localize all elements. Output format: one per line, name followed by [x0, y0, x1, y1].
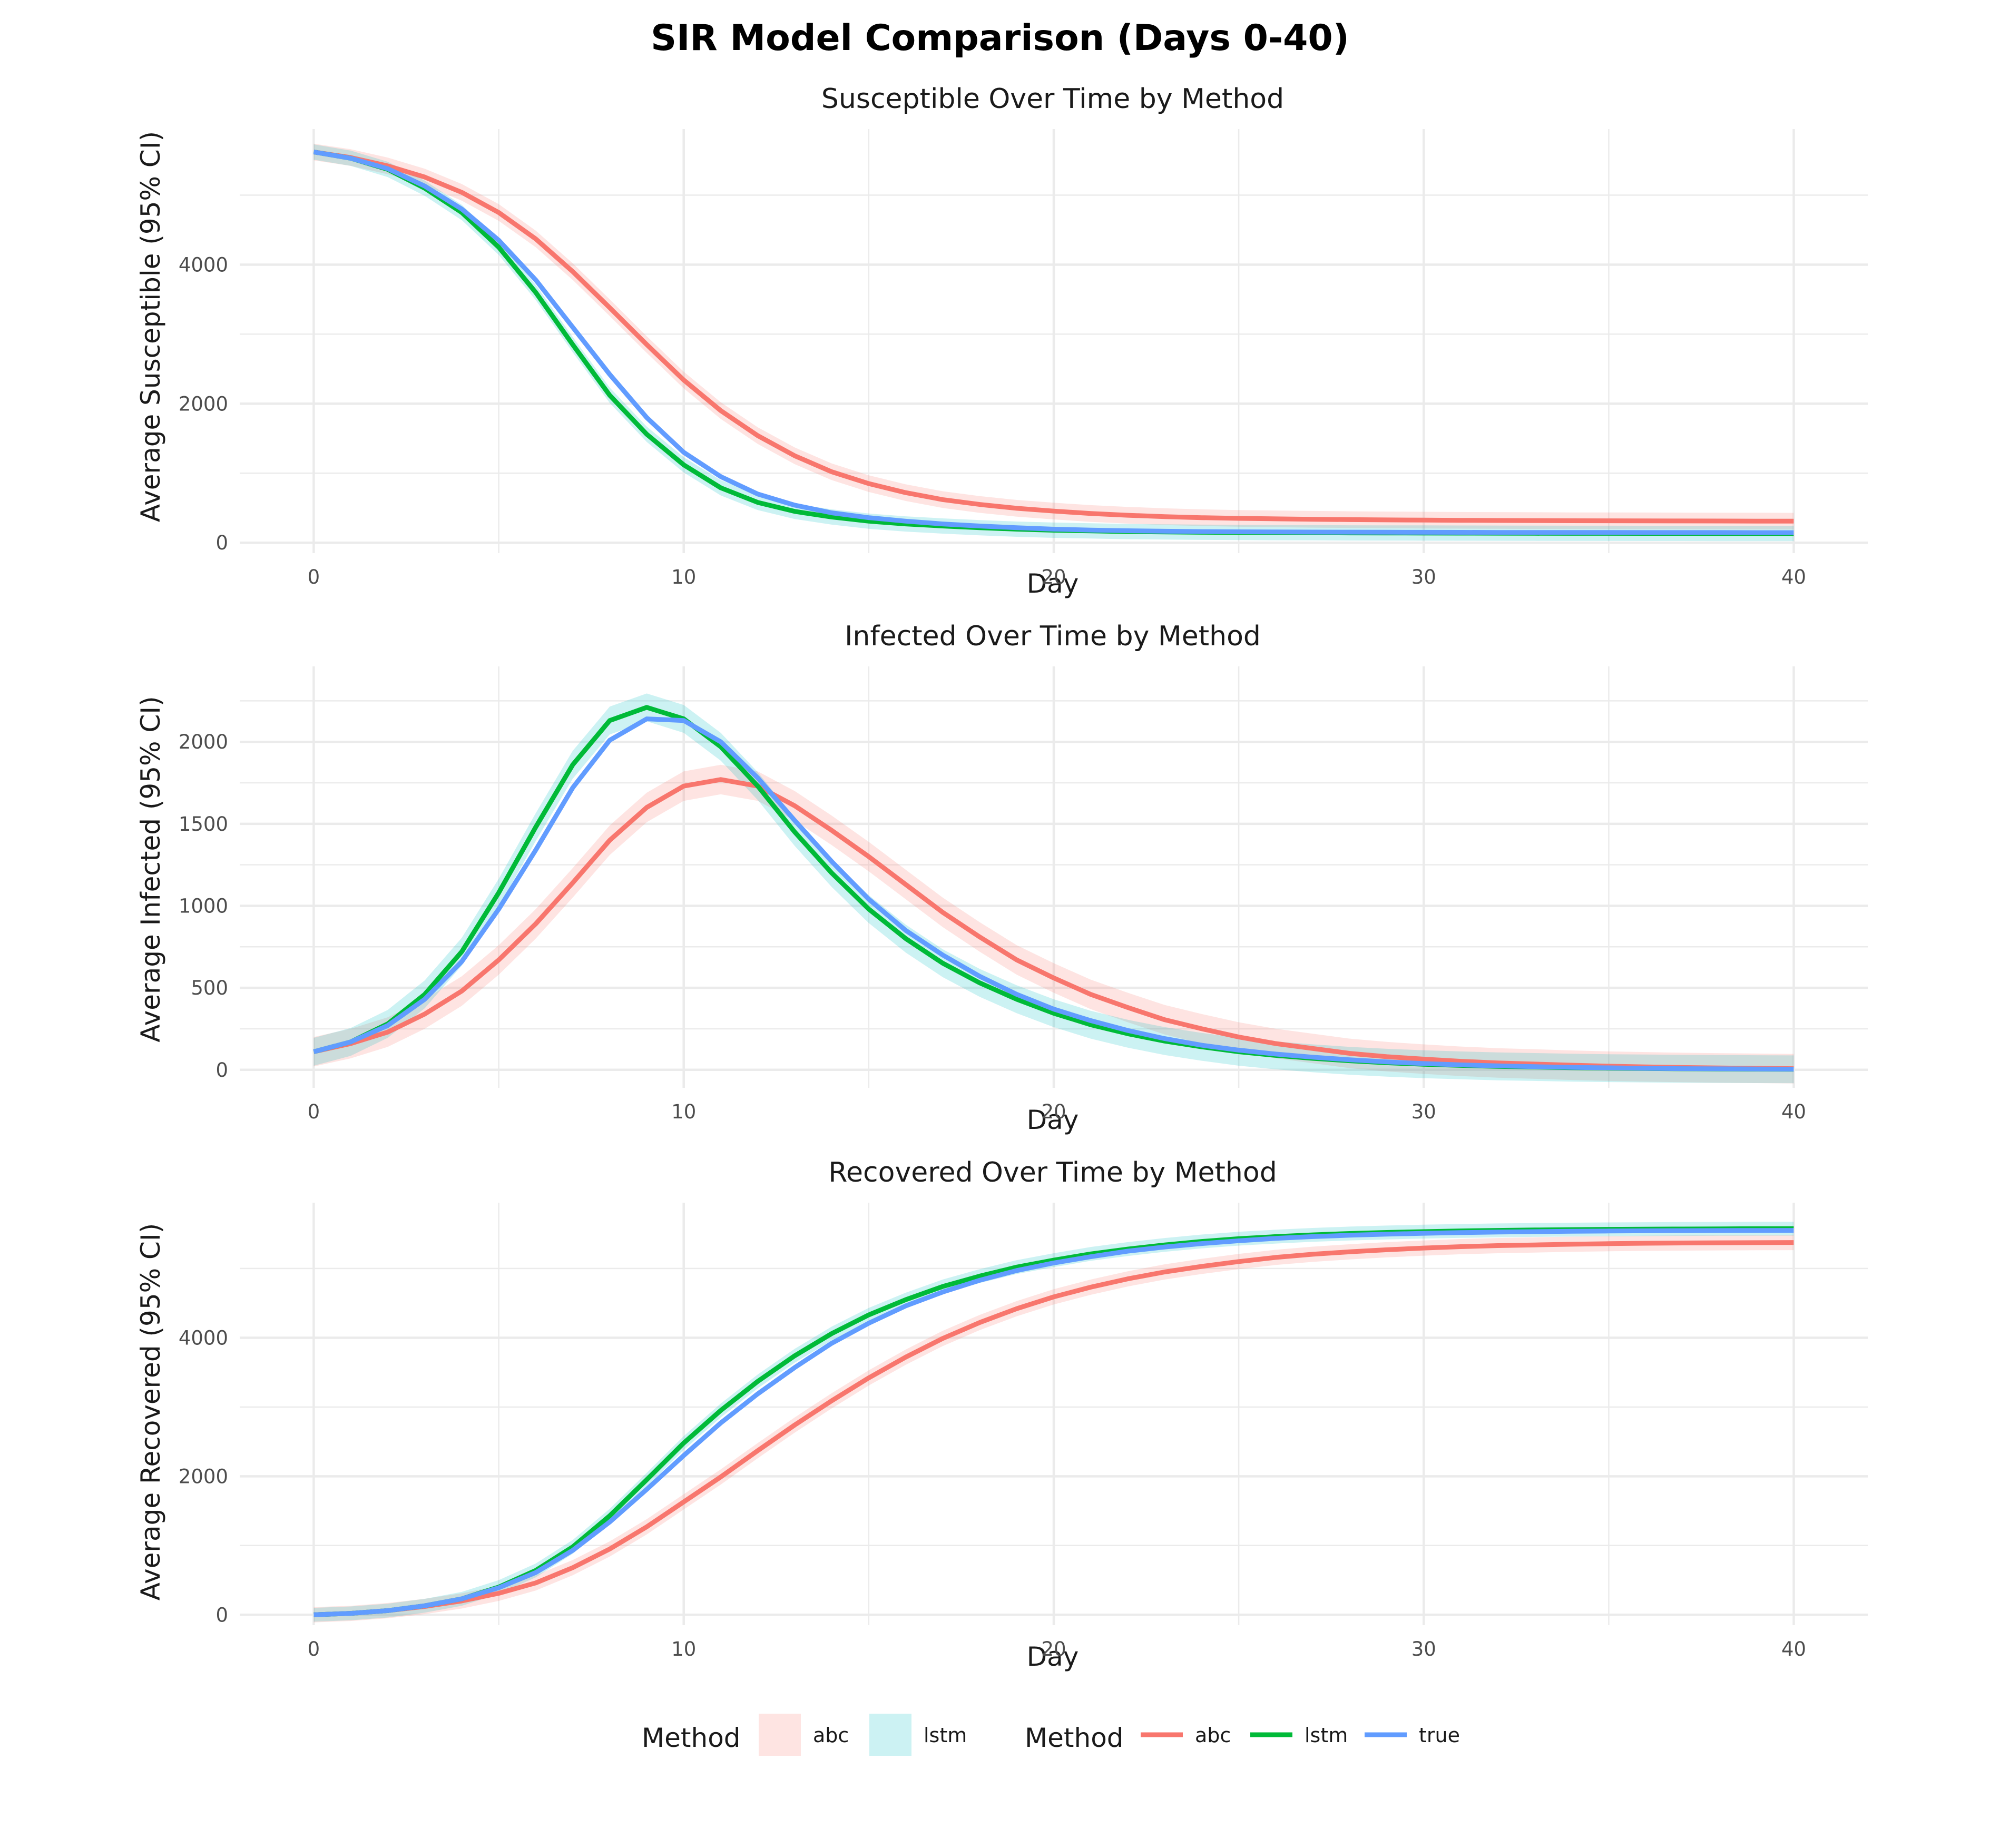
- susceptible-x-tick-label: 10: [671, 566, 696, 588]
- infected-y-tick-label: 1000: [179, 894, 228, 917]
- susceptible-x-axis-label: Day: [1027, 568, 1079, 599]
- susceptible-line-abc: [313, 150, 1794, 524]
- infected-panel-title: Infected Over Time by Method: [845, 621, 1261, 652]
- susceptible-y-tick-label: 0: [215, 532, 228, 554]
- legend-line-label-lstm: lstm: [1305, 1724, 1348, 1747]
- infected-y-axis-label: Average Infected (95% CI): [135, 696, 166, 1042]
- recovered-x-tick-label: 20: [1041, 1638, 1066, 1660]
- recovered-x-tick-label: 0: [308, 1638, 320, 1660]
- susceptible-line-true: [313, 150, 1794, 535]
- susceptible-y-axis-label: Average Susceptible (95% CI): [135, 131, 166, 522]
- susceptible-y-tick-label: 2000: [179, 392, 228, 415]
- infected-x-tick-label: 40: [1781, 1100, 1806, 1123]
- infected-line-true: [313, 716, 1794, 1072]
- recovered-panel: Recovered Over Time by Method Day Averag…: [135, 1157, 1868, 1672]
- susceptible-x-tick-label: 30: [1411, 566, 1436, 588]
- infected-y-tick-label: 1500: [179, 813, 228, 835]
- legend: Method abc lstm Method abc lstm true: [642, 1714, 1460, 1756]
- infected-x-tick-label: 0: [308, 1100, 320, 1123]
- recovered-x-axis-label: Day: [1027, 1641, 1079, 1672]
- recovered-x-tick-label: 40: [1781, 1638, 1806, 1660]
- legend-line-label-true: true: [1419, 1724, 1460, 1747]
- recovered-panel-title: Recovered Over Time by Method: [828, 1157, 1277, 1188]
- infected-ci-band-lstm: [313, 693, 1794, 1084]
- infected-plot-area: 0 10 20 30 40 0 500 1000 1500 2000: [179, 666, 1868, 1123]
- infected-x-tick-label: 20: [1041, 1100, 1066, 1123]
- infected-y-tick-label: 2000: [179, 731, 228, 753]
- susceptible-panel-title: Susceptible Over Time by Method: [821, 83, 1284, 115]
- figure-title: SIR Model Comparison (Days 0-40): [651, 17, 1349, 59]
- recovered-y-tick-label: 2000: [179, 1465, 228, 1488]
- infected-panel: Infected Over Time by Method Day Average…: [135, 621, 1868, 1135]
- recovered-x-tick-label: 10: [671, 1638, 696, 1660]
- infected-x-tick-label: 10: [671, 1100, 696, 1123]
- legend-fill-key-abc: [759, 1714, 801, 1756]
- susceptible-x-tick-label: 20: [1041, 566, 1066, 588]
- infected-x-tick-label: 30: [1411, 1100, 1436, 1123]
- infected-line-abc: [313, 777, 1794, 1072]
- recovered-line-true: [313, 1228, 1794, 1617]
- recovered-y-tick-label: 4000: [179, 1326, 228, 1349]
- infected-y-tick-label: 0: [215, 1059, 228, 1082]
- susceptible-y-tick-label: 4000: [179, 253, 228, 276]
- infected-y-tick-label: 500: [191, 977, 228, 999]
- legend-fill-key-lstm: [869, 1714, 911, 1756]
- legend-line-label-abc: abc: [1195, 1724, 1231, 1747]
- susceptible-x-tick-label: 0: [308, 566, 320, 588]
- legend-fill-title: Method: [642, 1723, 741, 1753]
- legend-fill-label-abc: abc: [813, 1724, 849, 1747]
- recovered-y-tick-label: 0: [215, 1604, 228, 1626]
- infected-x-axis-label: Day: [1027, 1105, 1079, 1135]
- legend-line-title: Method: [1025, 1723, 1124, 1753]
- recovered-y-axis-label: Average Recovered (95% CI): [135, 1223, 166, 1600]
- recovered-line-abc: [313, 1240, 1794, 1617]
- susceptible-x-tick-label: 40: [1781, 566, 1806, 588]
- legend-fill-label-lstm: lstm: [924, 1724, 967, 1747]
- susceptible-plot-area: 0 10 20 30 40 0 2000 4000: [179, 129, 1868, 588]
- recovered-plot-area: 0 10 20 30 40 0 2000 4000: [179, 1203, 1868, 1660]
- recovered-x-tick-label: 30: [1411, 1638, 1436, 1660]
- susceptible-panel: Susceptible Over Time by Method Day Aver…: [135, 83, 1868, 599]
